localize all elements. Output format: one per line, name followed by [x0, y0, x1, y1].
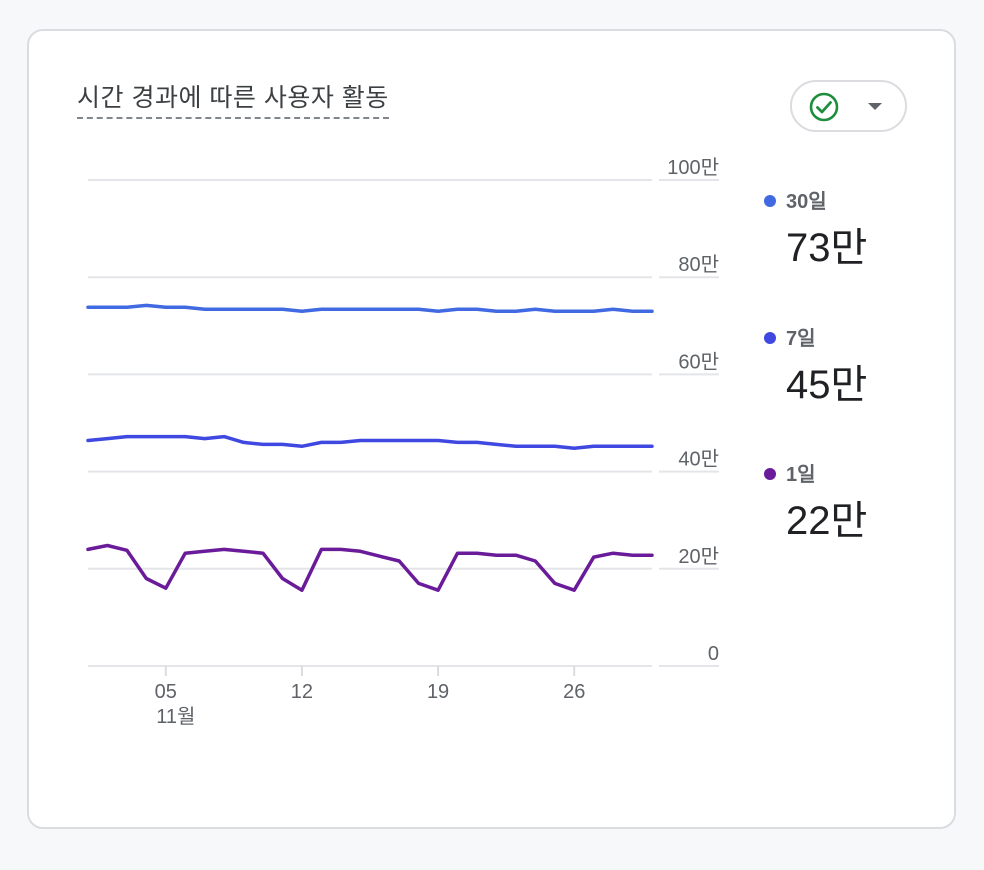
status-dropdown-button[interactable] — [790, 80, 907, 132]
y-axis-ticks: 0 20만 40만 60만 80만 100만 — [667, 156, 719, 665]
legend-dot-icon — [764, 468, 776, 480]
legend-value: 45만 — [786, 363, 868, 407]
legend-value: 73만 — [786, 226, 868, 270]
series-line-1일 — [86, 543, 654, 592]
series-line-7일 — [86, 434, 654, 451]
y-tick-label: 40만 — [678, 448, 719, 471]
user-activity-card: 시간 경과에 따른 사용자 활동 0 20만 40만 60만 80만 100만 05 11월… — [27, 29, 956, 829]
caret-down-icon — [868, 103, 882, 110]
legend-label: 7일 — [786, 328, 816, 350]
y-tick-label: 80만 — [678, 253, 719, 276]
y-tick-label: 0 — [708, 643, 719, 665]
card-title[interactable]: 시간 경과에 따른 사용자 활동 — [77, 81, 389, 119]
grid-lines — [88, 179, 719, 667]
y-tick-label: 100만 — [667, 156, 719, 179]
legend-label: 1일 — [786, 464, 816, 486]
y-tick-label: 20만 — [678, 545, 719, 568]
x-tick-label: 19 — [427, 681, 449, 703]
legend-label: 30일 — [786, 191, 827, 213]
legend-dot-icon — [764, 195, 776, 207]
series-lines — [86, 303, 654, 592]
y-tick-label: 60만 — [678, 350, 719, 373]
legend-dot-icon — [764, 332, 776, 344]
x-tick-label: 05 — [155, 681, 177, 703]
x-tick-label: 26 — [563, 681, 585, 703]
legend-value: 22만 — [786, 499, 868, 543]
series-line-30일 — [86, 303, 654, 313]
check-circle-icon — [809, 92, 839, 122]
x-tick-label: 12 — [291, 681, 313, 703]
x-tick-sublabel: 11월 — [156, 705, 195, 728]
